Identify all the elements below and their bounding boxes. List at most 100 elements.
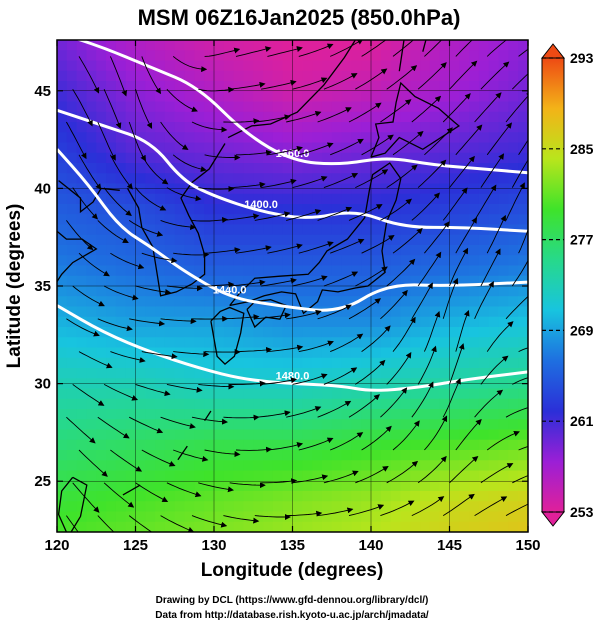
heat-cell	[439, 152, 451, 164]
heat-cell	[223, 357, 235, 369]
heat-cell	[390, 60, 402, 72]
heat-cell	[106, 275, 117, 287]
heat-cell	[282, 132, 294, 144]
heat-cell	[420, 173, 431, 185]
heat-cell	[204, 409, 215, 420]
heat-cell	[253, 491, 264, 502]
heat-cell	[410, 101, 421, 113]
heat-cell	[508, 306, 519, 318]
heat-cell	[371, 316, 382, 328]
heat-cell	[400, 163, 411, 174]
heat-cell	[184, 316, 196, 328]
heat-cell	[488, 173, 500, 185]
heat-cell	[429, 439, 441, 451]
heat-cell	[321, 122, 333, 133]
heat-cell	[263, 224, 274, 236]
heat-cell	[321, 357, 333, 369]
heat-cell	[243, 265, 254, 277]
heat-cell	[86, 275, 97, 287]
heat-cell	[302, 398, 313, 410]
heat-cell	[488, 429, 500, 441]
wind-streamline	[323, 271, 359, 287]
heat-cell	[390, 327, 402, 338]
heat-cell	[233, 368, 245, 379]
heat-cell	[145, 511, 156, 523]
heat-cell	[174, 296, 186, 308]
heat-cell	[341, 255, 353, 267]
heat-cell	[390, 183, 402, 195]
wind-streamline	[261, 377, 297, 385]
heat-cell	[272, 419, 284, 431]
heat-cell	[321, 255, 333, 267]
heat-cell	[459, 40, 470, 51]
heat-cell	[233, 450, 245, 461]
heat-cell	[135, 91, 147, 103]
heat-cell	[390, 419, 402, 431]
heat-cell	[400, 101, 411, 113]
heat-cell	[253, 337, 264, 349]
heat-cell	[76, 398, 88, 410]
heat-cell	[233, 439, 245, 451]
heat-cell	[400, 450, 411, 461]
heat-cell	[488, 306, 500, 318]
heat-cell	[331, 480, 343, 492]
heat-cell	[194, 204, 205, 215]
heat-cell	[184, 234, 196, 246]
heat-cell	[508, 470, 519, 482]
heat-cell	[174, 173, 186, 185]
heat-cell	[380, 81, 392, 92]
heat-cell	[508, 265, 519, 277]
heat-cell	[420, 183, 431, 195]
heat-cell	[518, 491, 528, 502]
heat-cell	[272, 368, 284, 379]
heat-cell	[135, 347, 147, 359]
heat-cell	[135, 337, 147, 349]
heat-cell	[253, 439, 264, 451]
heat-cell	[66, 357, 78, 369]
wind-streamline	[198, 86, 235, 93]
heat-cell	[292, 40, 304, 51]
heat-cell	[410, 265, 421, 277]
heat-cell	[321, 81, 333, 92]
heat-cell	[253, 224, 264, 236]
heat-cell	[282, 306, 294, 318]
heat-cell	[66, 152, 78, 164]
heat-cell	[420, 91, 431, 103]
heat-cell	[498, 255, 510, 267]
wind-streamline	[160, 219, 197, 231]
heat-cell	[508, 91, 519, 103]
heat-cell	[135, 409, 147, 420]
heat-cell	[459, 521, 470, 532]
wind-streamline	[323, 73, 358, 90]
heat-cell	[233, 214, 245, 226]
heat-cell	[371, 255, 382, 267]
wind-streamline	[223, 213, 260, 221]
heat-cell	[371, 101, 382, 113]
heat-cell	[459, 214, 470, 226]
heat-cell	[204, 337, 215, 349]
heat-cell	[439, 245, 451, 256]
heat-cell	[135, 173, 147, 185]
heat-cell	[243, 337, 254, 349]
heat-cell	[106, 70, 117, 82]
wind-streamline	[380, 289, 408, 320]
heat-cell	[410, 368, 421, 379]
heat-cell	[145, 142, 156, 154]
heat-cell	[302, 511, 313, 523]
heat-cell	[233, 265, 245, 277]
heat-cell	[429, 511, 441, 523]
wind-streamline	[166, 187, 202, 202]
heat-cell	[243, 419, 254, 431]
heat-cell	[223, 327, 235, 338]
wind-streamline	[129, 318, 166, 327]
heat-cell	[312, 521, 323, 532]
heat-cell	[214, 470, 225, 482]
heat-cell	[233, 491, 245, 502]
heat-cell	[292, 296, 304, 308]
heat-cell	[145, 398, 156, 410]
heat-cell	[164, 296, 176, 308]
heat-cell	[292, 327, 304, 338]
heat-cell	[459, 204, 470, 215]
heat-cell	[145, 491, 156, 502]
wind-streamline	[110, 154, 133, 190]
